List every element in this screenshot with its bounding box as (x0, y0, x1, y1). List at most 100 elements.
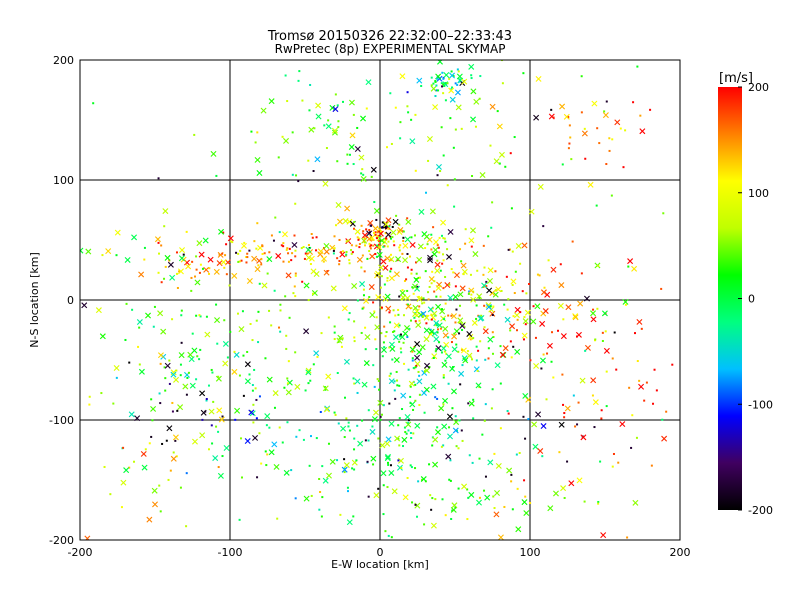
data-point-cross (192, 438, 198, 445)
data-point-cross (157, 310, 164, 317)
data-point-dot (168, 382, 171, 385)
data-point-cross (452, 427, 459, 434)
data-point-dot (307, 382, 310, 385)
data-point-dot (404, 431, 407, 434)
data-point-dot (470, 74, 473, 77)
data-point-dot (491, 352, 494, 355)
data-point-cross (384, 293, 391, 300)
data-point-dot (487, 235, 490, 238)
data-point-dot (410, 236, 413, 239)
data-point-dot (355, 244, 358, 247)
data-point-dot (178, 270, 181, 273)
data-point-dot (528, 282, 531, 285)
data-point-dot (523, 316, 526, 319)
data-point-dot (437, 328, 440, 331)
data-point-dot (491, 331, 494, 334)
data-point-dot (563, 416, 566, 419)
data-point-dot (234, 418, 237, 421)
data-point-dot (171, 401, 174, 404)
data-point-dot (300, 247, 303, 250)
data-point-dot (298, 70, 301, 73)
data-point-dot (379, 306, 382, 309)
data-point-dot (414, 503, 417, 506)
data-point-cross (313, 271, 320, 278)
data-point-dot (280, 244, 283, 247)
data-point-dot (406, 303, 409, 306)
data-point-cross (203, 266, 210, 273)
data-point-dot (514, 270, 517, 273)
data-point-cross (378, 237, 385, 244)
data-point-cross (348, 144, 355, 151)
data-point-dot (388, 225, 391, 228)
data-point-dot (353, 221, 356, 224)
data-point-dot (466, 350, 469, 353)
data-point-cross (494, 490, 501, 496)
data-point-dot (628, 386, 631, 389)
data-point-cross (583, 295, 590, 302)
data-point-dot (471, 461, 474, 464)
data-point-dot (310, 233, 313, 236)
data-point-dot (429, 494, 432, 497)
data-point-dot (424, 270, 427, 273)
data-point-dot (319, 490, 322, 493)
data-point-dot (638, 379, 641, 382)
y-axis-label: N-S location [km] (28, 252, 41, 348)
data-point-dot (384, 232, 387, 235)
data-point-dot (524, 323, 527, 326)
data-point-dot (434, 396, 437, 399)
data-point-dot (211, 442, 214, 445)
data-point-dot (513, 292, 516, 295)
data-point-dot (185, 393, 188, 396)
data-point-cross (430, 383, 437, 390)
data-point-cross (244, 438, 251, 445)
data-point-dot (423, 523, 426, 526)
data-point-dot (604, 330, 607, 333)
data-point-dot (369, 247, 372, 250)
data-point-dot (387, 461, 390, 464)
data-point-dot (393, 330, 396, 333)
data-point-dot (321, 496, 324, 499)
data-point-dot (427, 159, 430, 162)
data-point-dot (195, 255, 198, 258)
data-point-cross (497, 534, 504, 540)
data-point-dot (334, 224, 337, 227)
data-point-dot (430, 282, 433, 285)
data-point-dot (522, 72, 525, 75)
data-point-dot (205, 398, 208, 401)
data-point-dot (159, 402, 162, 405)
data-point-dot (423, 370, 426, 373)
data-point-dot (351, 251, 354, 254)
data-point-cross (431, 330, 438, 337)
data-point-dot (639, 114, 642, 117)
data-point-dot (333, 235, 336, 238)
data-point-dot (290, 259, 293, 262)
data-point-dot (550, 108, 553, 111)
data-point-dot (366, 257, 369, 260)
data-point-cross (404, 236, 411, 243)
data-point-dot (384, 530, 387, 533)
data-point-dot (266, 453, 269, 456)
data-point-dot (350, 244, 353, 247)
data-point-cross (440, 345, 447, 352)
data-point-dot (405, 432, 408, 435)
data-point-cross (580, 434, 587, 441)
data-point-cross (486, 287, 493, 294)
data-point-cross (378, 264, 384, 271)
data-point-cross (468, 491, 475, 498)
data-point-cross (552, 490, 559, 497)
data-point-dot (370, 175, 373, 178)
data-point-dot (326, 270, 329, 273)
data-point-dot (325, 147, 328, 150)
data-point-dot (377, 487, 380, 490)
data-point-dot (158, 252, 161, 255)
data-point-dot (601, 331, 604, 334)
data-point-dot (353, 336, 356, 339)
data-point-dot (190, 276, 193, 279)
data-point-dot (635, 436, 638, 439)
data-point-dot (559, 263, 562, 266)
data-point-dot (569, 136, 572, 139)
data-point-dot (522, 415, 525, 418)
data-point-cross (581, 130, 588, 137)
data-point-cross (380, 470, 387, 477)
data-point-dot (348, 153, 351, 156)
